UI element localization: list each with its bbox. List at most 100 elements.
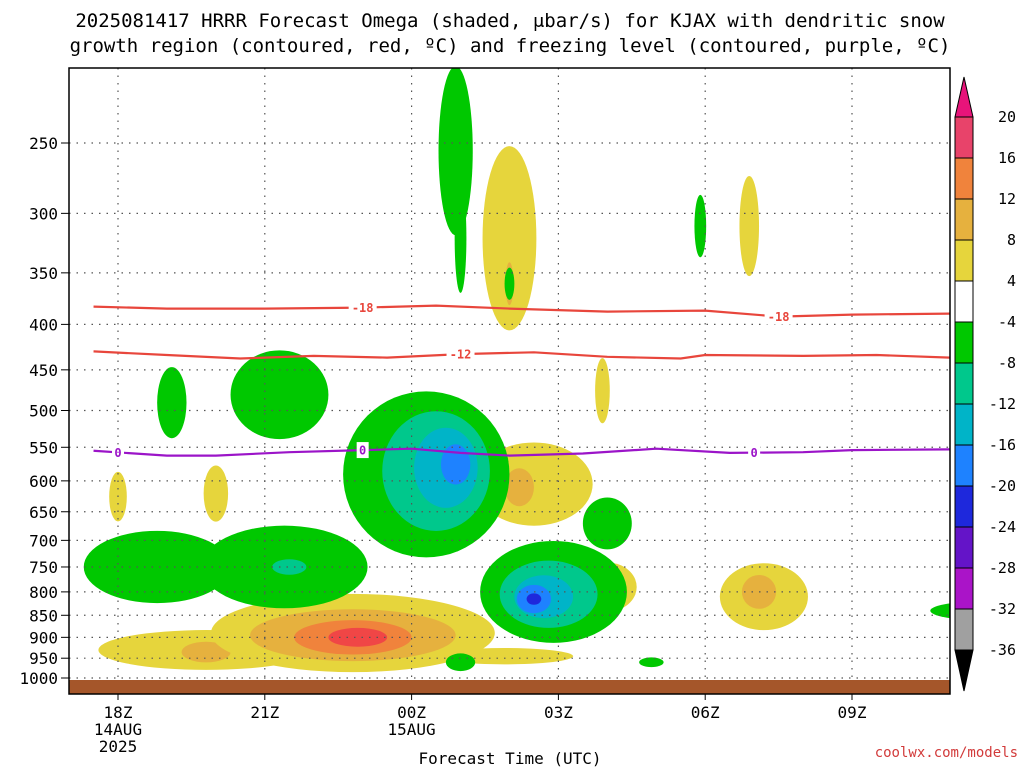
contour-label-bg	[348, 299, 377, 316]
credit-text: coolwx.com/models	[875, 745, 1018, 761]
omega-cell-neg4	[445, 653, 476, 672]
colorbar-label: 8	[1007, 231, 1016, 249]
x-tick-label: 21Z	[250, 703, 279, 722]
omega-cell-neg4	[639, 657, 664, 668]
contour-label: -18	[768, 310, 790, 324]
omega-cell-neg20	[526, 593, 542, 605]
omega-cell-neg16	[440, 444, 471, 485]
colorbar-label: 20	[998, 108, 1016, 126]
contour-label: 0	[751, 446, 758, 460]
colorbar-label: -4	[998, 313, 1016, 331]
colorbar-bottom-arrow	[954, 649, 974, 692]
colorbar-swatch	[954, 198, 974, 241]
colorbar-label: -24	[989, 518, 1016, 536]
colorbar-label: -32	[989, 600, 1016, 618]
colorbar-swatch	[954, 321, 974, 364]
chart-title-line-1: 2025081417 HRRR Forecast Omega (shaded, …	[75, 10, 945, 32]
contour-label-bg	[356, 442, 369, 459]
y-tick-label: 850	[29, 606, 58, 625]
colorbar-swatch	[954, 567, 974, 610]
x-tick-date: 14AUG	[94, 720, 142, 739]
x-tick-label: 06Z	[691, 703, 720, 722]
y-tick-label: 400	[29, 315, 58, 334]
omega-cell-neg4	[582, 497, 632, 550]
omega-cell-pos16	[328, 627, 388, 647]
y-tick-label: 800	[29, 583, 58, 602]
colorbar-swatch	[954, 116, 974, 159]
omega-cell-neg4	[504, 267, 515, 300]
omega-cell-neg4	[930, 603, 950, 619]
y-tick-label: 450	[29, 361, 58, 380]
x-tick-label: 00Z	[397, 703, 426, 722]
grid	[69, 68, 950, 680]
contour-label: 0	[114, 446, 121, 460]
contour-label: 0	[359, 444, 366, 458]
x-tick-label: 09Z	[838, 703, 867, 722]
colorbar-swatch	[954, 403, 974, 446]
colorbar-swatch	[954, 362, 974, 405]
contour-line	[93, 447, 950, 457]
colorbar-swatch	[954, 280, 974, 323]
x-axis-label: Forecast Time (UTC)	[418, 749, 601, 768]
colorbar-label: -12	[989, 395, 1016, 413]
omega-cell-pos8	[504, 468, 534, 507]
omega-cell-pos4	[595, 358, 610, 424]
y-tick-label: 500	[29, 402, 58, 421]
omega-shading	[83, 68, 950, 673]
colorbar-label: -36	[989, 641, 1016, 659]
colorbar-label: 12	[998, 190, 1016, 208]
colorbar-top-arrow	[954, 76, 974, 118]
colorbar-swatch	[954, 239, 974, 282]
y-tick-label: 650	[29, 503, 58, 522]
contour-label-bg	[446, 346, 475, 363]
omega-cell-pos4	[739, 175, 760, 277]
colorbar-label: 4	[1007, 272, 1016, 290]
y-tick-label: 950	[29, 649, 58, 668]
colorbar-label: -20	[989, 477, 1016, 495]
omega-cell-neg4	[83, 530, 231, 604]
x-tick-year: 2025	[99, 737, 138, 756]
y-tick-label: 300	[29, 204, 58, 223]
contour-line	[93, 304, 950, 318]
contour-line	[93, 350, 950, 360]
colorbar-swatch	[954, 608, 974, 651]
contour-label: -12	[450, 348, 472, 362]
colorbar-swatch	[954, 157, 974, 200]
x-tick-label: 03Z	[544, 703, 573, 722]
omega-cell-neg4	[157, 367, 187, 439]
omega-cell-neg4	[438, 68, 473, 236]
colorbar-label: -16	[989, 436, 1016, 454]
plot-area: -18 -18 -12 0 0 0	[68, 67, 951, 695]
ground-bar	[69, 680, 950, 694]
y-tick-label: 1000	[19, 669, 58, 688]
contours: -18 -18 -12 0 0 0	[93, 299, 950, 461]
y-axis: 250 300 350 400 450 500 550 600 650 700 750 800 850 9…	[19, 134, 69, 688]
y-tick-label: 750	[29, 558, 58, 577]
contour-label-bg	[764, 308, 793, 325]
colorbar-label: 16	[998, 149, 1016, 167]
x-tick-label: 18Z	[104, 703, 133, 722]
y-tick-label: 250	[29, 134, 58, 153]
colorbar-label: -8	[998, 354, 1016, 372]
contour-label-bg	[112, 444, 124, 461]
colorbar-swatch	[954, 485, 974, 528]
x-tick-date: 15AUG	[388, 720, 436, 739]
chart-title-line-2: growth region (contoured, red, ºC) and f…	[70, 35, 951, 57]
contour-label: -18	[352, 301, 374, 315]
omega-cell-pos8	[181, 641, 231, 663]
omega-cell-neg4	[454, 183, 467, 293]
y-tick-label: 600	[29, 472, 58, 491]
plot-frame	[68, 67, 951, 695]
omega-cell-neg4	[230, 350, 329, 440]
y-tick-label: 350	[29, 264, 58, 283]
omega-cell-pos4	[482, 146, 537, 331]
colorbar-swatch	[954, 526, 974, 569]
colorbar-swatch	[954, 444, 974, 487]
colorbar: 20 16 12 8 4 -4 -8 -12 -16 -20 -24 -28 -32 -36	[954, 76, 1016, 692]
omega-cell-pos4	[203, 465, 229, 522]
omega-cell-neg8	[272, 559, 307, 575]
colorbar-label: -28	[989, 559, 1016, 577]
y-tick-label: 700	[29, 531, 58, 550]
y-tick-label: 900	[29, 628, 58, 647]
